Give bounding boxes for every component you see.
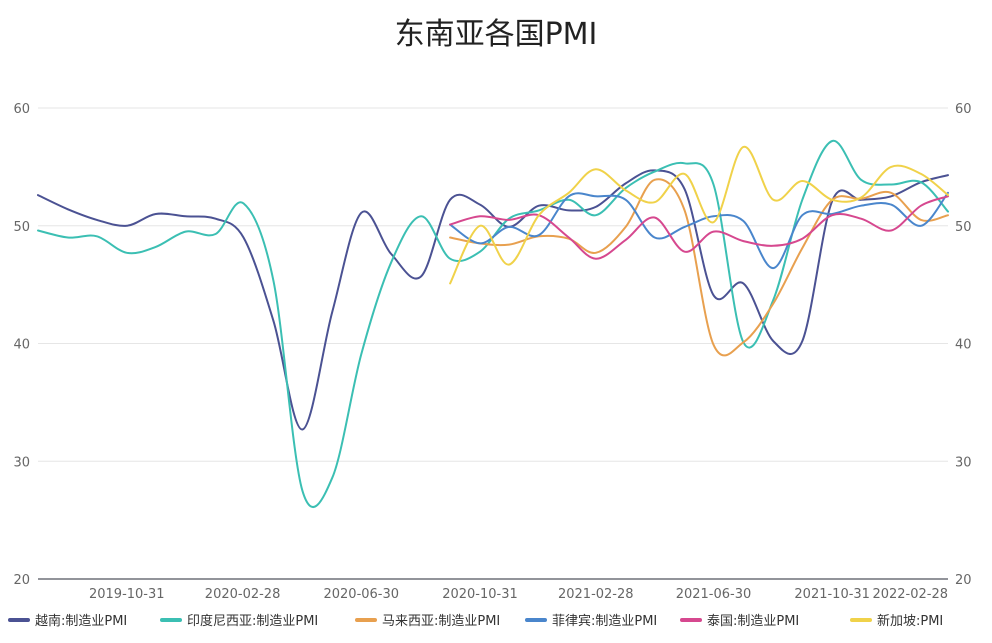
legend-item-0[interactable]: 越南:制造业PMI: [8, 613, 127, 629]
x-tick-label: 2020-10-31: [442, 587, 518, 602]
series-line-2: [449, 178, 949, 357]
legend-swatch: [355, 618, 377, 622]
y-tick-label-left: 30: [13, 455, 30, 470]
legend-label: 马来西亚:制造业PMI: [382, 614, 500, 629]
legend[interactable]: 越南:制造业PMI 印度尼西亚:制造业PMI 马来西亚:制造业PMI 菲律宾:制造业P…: [8, 613, 943, 629]
legend-label: 印度尼西亚:制造业PMI: [187, 613, 318, 629]
legend-item-5[interactable]: 新加坡:PMI: [850, 613, 943, 629]
series-line-1: [37, 139, 949, 508]
legend-item-2[interactable]: 马来西亚:制造业PMI: [355, 614, 500, 629]
legend-item-3[interactable]: 菲律宾:制造业PMI: [525, 613, 657, 629]
x-tick-label: 2020-02-28: [205, 587, 281, 602]
x-tick-label: 2020-06-30: [323, 587, 399, 602]
series-lines: [37, 139, 949, 508]
y-tick-label-left: 40: [13, 338, 30, 353]
y-tick-label-right: 60: [955, 102, 972, 117]
series-line-5: [449, 145, 949, 285]
series-line-0: [37, 169, 949, 431]
y-tick-label-right: 20: [955, 573, 972, 588]
y-tick-label-right: 30: [955, 455, 972, 470]
x-tick-label: 2021-02-28: [558, 587, 634, 602]
legend-label: 菲律宾:制造业PMI: [552, 613, 657, 629]
y-tick-label-left: 60: [13, 102, 30, 117]
x-tick-label: 2019-10-31: [89, 587, 165, 602]
series-line-3: [449, 191, 949, 270]
grid-lines: [38, 107, 948, 462]
legend-item-1[interactable]: 印度尼西亚:制造业PMI: [160, 613, 318, 629]
legend-label: 泰国:制造业PMI: [707, 614, 799, 629]
legend-swatch: [525, 618, 547, 622]
x-tick-label: 2021-06-30: [676, 587, 752, 602]
series-line-4: [449, 195, 949, 260]
y-tick-label-right: 40: [955, 338, 972, 353]
axes: 20 20 30 30 40 40 50 50 60 60 2019-10-31 2020-02-28…: [13, 102, 971, 602]
legend-swatch: [850, 618, 872, 622]
legend-label: 越南:制造业PMI: [35, 613, 127, 629]
y-tick-label-right: 50: [955, 220, 972, 235]
x-tick-label: 2021-10-31: [794, 587, 870, 602]
legend-swatch: [680, 618, 702, 622]
chart-title: 东南亚各国PMI: [395, 17, 598, 52]
x-tick-label: 2022-02-28: [872, 587, 948, 602]
y-tick-label-left: 50: [13, 220, 30, 235]
legend-item-4[interactable]: 泰国:制造业PMI: [680, 614, 799, 629]
legend-swatch: [160, 618, 182, 622]
legend-label: 新加坡:PMI: [877, 613, 943, 629]
legend-swatch: [8, 618, 30, 622]
y-tick-label-left: 20: [13, 573, 30, 588]
